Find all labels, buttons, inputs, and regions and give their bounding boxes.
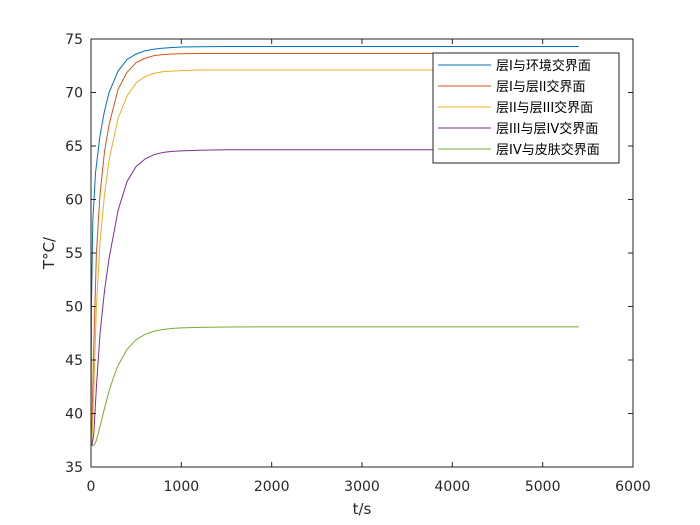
y-tick-label: 60 [65,193,83,209]
x-tick-label: 4000 [435,479,471,495]
series-layer [90,45,579,447]
legend-label-3: 层II与层III交界面 [496,100,593,116]
y-tick-label: 50 [65,300,83,316]
x-tick-label: 2000 [254,479,290,495]
x-tick-label: 5000 [525,479,561,495]
series-line-4 [91,149,579,447]
x-tick-label: 1000 [164,479,200,495]
y-tick-label: 55 [65,246,83,262]
legend-label-4: 层III与层IV交界面 [496,121,598,137]
x-axis-label: t/s [353,500,372,518]
y-tick-label: 70 [65,86,83,102]
y-tick-label: 45 [65,353,83,369]
x-tick-label: 0 [87,479,96,495]
series-line-3 [90,69,579,446]
legend-box [432,52,620,164]
y-tick-label: 40 [65,407,83,423]
y-tick-label: 65 [65,139,83,155]
y-tick-label: 75 [65,32,83,48]
legend: 层I与环境交界面层I与层II交界面层II与层III交界面层III与层IV交界面层… [432,52,620,164]
x-tick-label: 6000 [615,479,651,495]
series-line-5 [91,326,579,447]
y-tick-label: 35 [65,460,83,476]
ticks-layer: 0 1000 2000 3000 4000 5000 6000 35 40 45 50 55 60 65 7… [65,32,651,495]
series-line-1 [90,45,579,446]
legend-label-1: 层I与环境交界面 [496,58,591,74]
legend-label-5: 层IV与皮肤交界面 [496,142,600,158]
y-axis-label: T°C/ [40,236,58,270]
x-tick-label: 3000 [344,479,380,495]
legend-label-2: 层I与层II交界面 [496,79,586,95]
series-line-2 [90,52,579,446]
